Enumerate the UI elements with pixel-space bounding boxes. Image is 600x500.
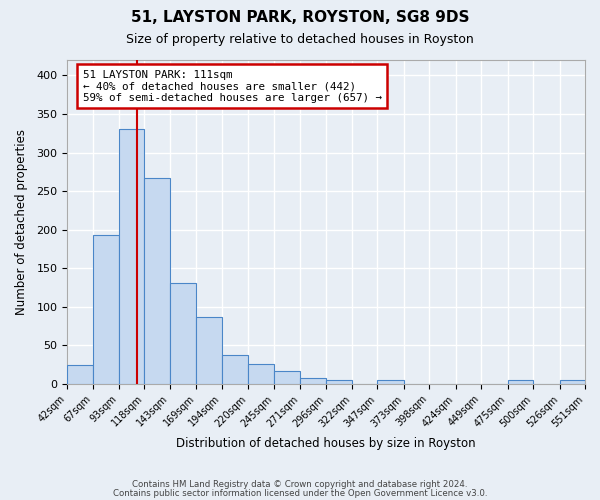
Bar bbox=[170, 283, 196, 384]
Bar bbox=[377, 380, 404, 384]
Text: 51 LAYSTON PARK: 111sqm
← 40% of detached houses are smaller (442)
59% of semi-d: 51 LAYSTON PARK: 111sqm ← 40% of detache… bbox=[83, 70, 382, 103]
Bar bbox=[222, 354, 248, 384]
Text: Contains public sector information licensed under the Open Government Licence v3: Contains public sector information licen… bbox=[113, 490, 487, 498]
Bar bbox=[300, 378, 326, 384]
Bar bbox=[119, 130, 145, 384]
Bar bbox=[92, 235, 119, 384]
Bar bbox=[326, 380, 352, 384]
Bar bbox=[274, 371, 300, 384]
Bar bbox=[248, 364, 274, 384]
Text: Contains HM Land Registry data © Crown copyright and database right 2024.: Contains HM Land Registry data © Crown c… bbox=[132, 480, 468, 489]
X-axis label: Distribution of detached houses by size in Royston: Distribution of detached houses by size … bbox=[176, 437, 476, 450]
Bar bbox=[196, 317, 222, 384]
Bar bbox=[508, 380, 533, 384]
Text: 51, LAYSTON PARK, ROYSTON, SG8 9DS: 51, LAYSTON PARK, ROYSTON, SG8 9DS bbox=[131, 10, 469, 25]
Bar bbox=[145, 178, 170, 384]
Bar bbox=[560, 380, 585, 384]
Text: Size of property relative to detached houses in Royston: Size of property relative to detached ho… bbox=[126, 32, 474, 46]
Y-axis label: Number of detached properties: Number of detached properties bbox=[15, 129, 28, 315]
Bar bbox=[67, 364, 92, 384]
